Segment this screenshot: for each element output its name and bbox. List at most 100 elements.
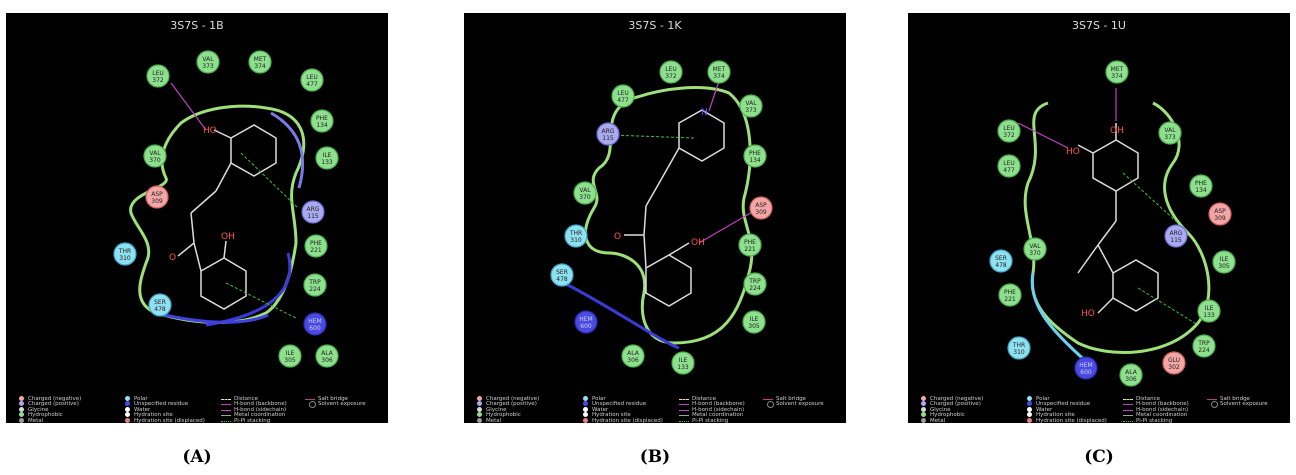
residue-number: 370 [579, 194, 591, 201]
legend-label: Water [592, 406, 609, 413]
legend-marker [1123, 420, 1133, 422]
legend-item: Charged (negative) [19, 396, 81, 402]
legend-label: Water [134, 406, 151, 413]
legend-label: Distance [234, 396, 259, 402]
legend-label: Salt bridge [776, 396, 806, 402]
legend-item: Polar [583, 396, 606, 402]
legend-label: Metal [930, 417, 946, 424]
legend-label: Distance [1136, 396, 1161, 402]
residue-circle [743, 144, 767, 168]
legend-marker [221, 420, 231, 422]
legend-item: Distance [221, 396, 259, 402]
residue-circle [989, 249, 1013, 273]
pocket-outline [1023, 101, 1211, 354]
residue-name: LEU [1003, 125, 1015, 132]
legend-label: H-bond (sidechain) [1136, 406, 1189, 413]
legend-label: Charged (positive) [930, 401, 981, 408]
residue-circle [304, 234, 328, 258]
residue-circle [300, 68, 324, 92]
legend-label: H-bond (sidechain) [234, 406, 287, 413]
legend-marker [125, 401, 130, 407]
residue-number: 600 [1080, 369, 1092, 376]
residue-circle [303, 273, 327, 297]
ligand-label: O [169, 253, 176, 263]
residue-circle [574, 310, 598, 334]
legend-label: Polar [1036, 396, 1050, 402]
legend-marker [221, 399, 231, 400]
legend-item: Distance [679, 396, 716, 402]
residue-name: ASP [1214, 208, 1226, 215]
residue-number: 372 [665, 73, 677, 80]
legend-label: Charged (positive) [486, 401, 537, 408]
residue-number: 372 [152, 77, 164, 84]
legend-label: Pi-Pi stacking [1136, 417, 1173, 424]
residue-name: LEU [665, 66, 677, 73]
legend-marker [921, 401, 926, 407]
legend: Charged (negative) Charged (positive) Glyc… [918, 396, 1288, 424]
residue-name: ARG [602, 128, 615, 135]
residue-circle [248, 50, 272, 74]
pi-pi-line [240, 152, 299, 209]
legend-marker [679, 399, 689, 400]
legend-item: Pi-Pi stacking [679, 418, 728, 424]
legend-marker [309, 401, 316, 409]
residue-number: 306 [321, 357, 333, 364]
residue-circle [315, 146, 339, 170]
legend-item: Hydration site [125, 412, 173, 418]
residue-name: TRP [748, 278, 761, 285]
legend-item: Glycine [921, 406, 951, 413]
legend-marker [477, 406, 482, 412]
legend-marker [305, 399, 315, 400]
residue-name: LEU [1003, 160, 1015, 167]
ligand-structure [1077, 123, 1159, 314]
legend-label: Polar [592, 396, 606, 402]
legend-marker [19, 417, 24, 423]
legend-item: Solvent exposure [767, 401, 824, 409]
residue-number: 305 [284, 357, 296, 364]
residue-name: THR [118, 248, 131, 255]
legend-label: Charged (negative) [486, 396, 540, 402]
pi-pi-line [225, 282, 297, 319]
legend-marker [125, 412, 130, 418]
residue-circle [749, 196, 773, 220]
legend-item: Charged (positive) [19, 401, 79, 407]
legend-label: Charged (negative) [930, 396, 984, 402]
panel-caption-c: (C) [1084, 447, 1114, 467]
residue-number: 134 [749, 157, 761, 164]
residue-circle [1208, 202, 1232, 226]
ligand-label: OH [1110, 126, 1124, 136]
legend-item: Glycine [477, 406, 506, 413]
legend-marker [1207, 399, 1217, 400]
legend-marker [1123, 415, 1133, 417]
residue-name: MET [254, 56, 267, 63]
residue-circle [113, 242, 137, 266]
panel-title: 3S7S - 1K [628, 19, 682, 32]
legend-item: Metal [477, 417, 501, 424]
residue-name: VAL [202, 56, 214, 63]
residue-name: THR [1012, 342, 1025, 349]
residue-number: 477 [1003, 167, 1015, 174]
legend-item: Metal coordination [1123, 412, 1187, 418]
legend-label: Glycine [930, 406, 951, 413]
legend-item: Hydrophobic [921, 412, 965, 418]
residue-circle [611, 84, 635, 108]
residue-circle [550, 263, 574, 287]
residue-number: 374 [1111, 73, 1123, 80]
residue-number: 370 [1029, 250, 1041, 257]
residue-circle [1162, 351, 1186, 375]
panel-title: 3S7S - 1U [1072, 19, 1126, 32]
residue-name: SER [556, 269, 568, 276]
